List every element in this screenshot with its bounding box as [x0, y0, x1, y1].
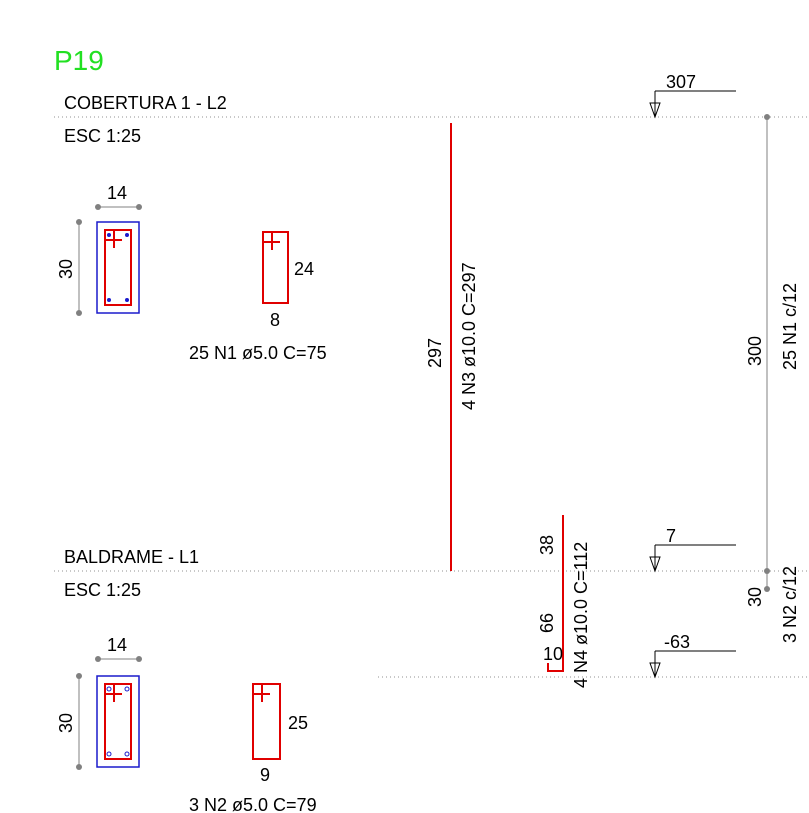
rebar-dot — [124, 751, 130, 757]
section-top-outline — [96, 221, 140, 314]
elevation-mid-value: 7 — [666, 526, 676, 546]
stirrup-bottom-height: 25 — [288, 713, 308, 733]
stirrup-top-height: 24 — [294, 259, 314, 279]
elevation-marker-mid: 7 — [649, 526, 736, 573]
rebar-dot — [124, 686, 130, 692]
rebar-dot — [125, 233, 129, 237]
stirrup-bottom-width: 9 — [260, 765, 270, 785]
bar-n3-spec: 4 N3 ø10.0 C=297 — [459, 262, 479, 410]
level-bottom-name: BALDRAME - L1 — [64, 547, 199, 567]
elevation-marker-top: 307 — [649, 72, 736, 119]
span-upper-spacing: 25 N1 c/12 — [780, 283, 800, 370]
stirrup-shape-bottom: 25 9 3 N2 ø5.0 C=79 — [189, 683, 317, 813]
elevation-bottom-value: -63 — [664, 632, 690, 652]
level-top-name: COBERTURA 1 - L2 — [64, 93, 227, 113]
level-bottom-scale: ESC 1:25 — [64, 580, 141, 600]
elevation-marker-bottom: -63 — [649, 632, 736, 679]
rebar-dot — [107, 233, 111, 237]
cross-section-bottom: 14 30 — [56, 635, 142, 770]
section-top-width: 14 — [107, 183, 127, 203]
elevation-top-value: 307 — [666, 72, 696, 92]
elevation-dimensions: 300 25 N1 c/12 30 3 N2 c/12 — [745, 114, 800, 643]
bar-n3-length: 297 — [425, 338, 445, 368]
rebar-dot — [106, 686, 112, 692]
bar-n3: 297 4 N3 ø10.0 C=297 — [425, 123, 479, 571]
stirrup-top-width: 8 — [270, 310, 280, 330]
column-title: P19 — [54, 45, 104, 76]
span-lower-spacing: 3 N2 c/12 — [780, 566, 800, 643]
bar-n4-hook-top: 38 — [537, 535, 557, 555]
cross-section-top: 14 30 — [56, 183, 142, 316]
stirrup-top-spec: 25 N1 ø5.0 C=75 — [189, 343, 327, 363]
bar-n4-spec: 4 N4 ø10.0 C=112 — [571, 542, 591, 688]
bar-n4-hook-bottom: 10 — [543, 644, 563, 664]
stirrup-bottom-spec: 3 N2 ø5.0 C=79 — [189, 795, 317, 813]
level-top-scale: ESC 1:25 — [64, 126, 141, 146]
section-top-stirrup — [104, 229, 132, 306]
section-bottom-outline — [96, 675, 140, 768]
rebar-dot — [125, 298, 129, 302]
section-bottom-stirrup — [104, 683, 132, 760]
section-bottom-width: 14 — [107, 635, 127, 655]
bar-n4-length: 66 — [537, 613, 557, 633]
stirrup-shape-top: 24 8 25 N1 ø5.0 C=75 — [189, 231, 327, 363]
span-lower-length: 30 — [745, 587, 765, 607]
section-bottom-height: 30 — [56, 713, 76, 733]
section-top-height: 30 — [56, 259, 76, 279]
rebar-dot — [107, 298, 111, 302]
bar-n4: 38 66 10 4 N4 ø10.0 C=112 — [537, 515, 591, 688]
span-upper-length: 300 — [745, 336, 765, 366]
rebar-dot — [106, 751, 112, 757]
